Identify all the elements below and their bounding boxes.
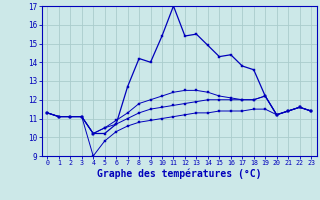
X-axis label: Graphe des températures (°C): Graphe des températures (°C) [97,169,261,179]
